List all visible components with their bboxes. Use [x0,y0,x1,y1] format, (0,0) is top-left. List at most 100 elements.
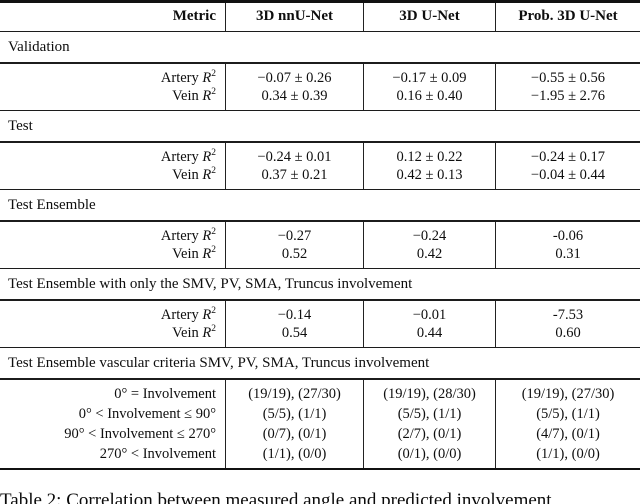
horizontal-rule [0,267,640,269]
section-title: Test Ensemble with only the SMV, PV, SMA… [8,276,413,292]
horizontal-rule [0,109,640,111]
metric-column: Artery R2 Vein R2 [0,64,225,110]
metric-cell: Artery R2 [160,226,216,244]
table-caption: Table 2: Correlation between measured an… [0,490,552,504]
math-variable: R [202,306,212,323]
metric-cell: Vein R2 [172,165,216,183]
value-cell: (0/7), (0/1) [262,425,327,442]
math-variable: R [202,245,212,262]
top-rule [0,0,640,3]
math-superscript: 2 [211,244,216,255]
horizontal-rule [0,299,640,301]
value-column: −0.55 ± 0.56 −1.95 ± 2.76 [495,63,640,110]
math-superscript: 2 [211,226,216,237]
value-column: −0.01 0.44 [363,300,495,347]
section-title: Test Ensemble [8,197,96,213]
value-cell: 0.31 [555,245,581,262]
value-column: −0.24 ± 0.01 0.37 ± 0.21 [225,142,363,189]
section-title: Test Ensemble vascular criteria SMV, PV,… [8,355,430,371]
value-cell: -0.06 [552,227,584,244]
math-superscript: 2 [211,165,216,176]
value-cell: 0.42 ± 0.13 [396,166,463,183]
horizontal-rule [0,378,640,380]
value-cell: (5/5), (1/1) [536,405,600,422]
metric-column: Artery R2 Vein R2 [0,301,225,347]
data-block: Artery R2 Vein R2 −0.07 ± 0.26 0.34 ± 0.39−… [0,63,640,110]
value-cell: −1.95 ± 2.76 [530,87,606,104]
bottom-rule [0,467,640,470]
section-title: Test [8,118,33,134]
value-column: −0.24 ± 0.17 −0.04 ± 0.44 [495,142,640,189]
value-cell: 0.12 ± 0.22 [396,148,463,165]
data-block: 0° = Involvement 0° < Involvement ≤ 90° 90… [0,379,640,468]
metric-column: Artery R2 Vein R2 [0,143,225,189]
math-superscript: 2 [211,323,216,334]
value-cell: −0.24 ± 0.01 [257,148,332,165]
value-cell: (4/7), (0/1) [536,425,600,442]
value-column: −0.07 ± 0.26 0.34 ± 0.39 [225,63,363,110]
metric-column: Artery R2 Vein R2 [0,222,225,268]
value-cell: −0.17 ± 0.09 [392,69,467,86]
column-header-metric: Metric [172,8,216,24]
value-cell: −0.04 ± 0.44 [530,166,606,183]
value-cell: (5/5), (1/1) [397,405,462,422]
value-cell: 0.44 [416,324,443,341]
metric-column: 0° = Involvement 0° < Involvement ≤ 90° 90… [0,380,225,468]
math-superscript: 2 [211,147,216,158]
value-cell: −0.27 [277,227,312,244]
value-cell: 0.37 ± 0.21 [261,166,328,183]
column-header-prob-3d-u-net: Prob. 3D U-Net [495,2,640,31]
value-column: (19/19), (27/30) (5/5), (1/1) (0/7), (0/1)… [225,379,363,468]
value-cell: −0.01 [412,306,447,323]
table-header-row: Metric 3D nnU-Net 3D U-Net Prob. 3D U-Ne… [0,2,640,31]
section-title: Validation [8,39,70,55]
math-variable: R [202,87,212,104]
horizontal-rule [0,220,640,222]
math-superscript: 2 [211,305,216,316]
value-cell: 0.54 [281,324,308,341]
horizontal-rule [0,188,640,190]
horizontal-rule [0,62,640,64]
value-cell: (2/7), (0/1) [397,425,462,442]
value-column: 0.12 ± 0.22 0.42 ± 0.13 [363,142,495,189]
column-header-3d-u-net: 3D U-Net [363,2,495,31]
value-cell: (5/5), (1/1) [262,405,327,422]
metric-cell: Artery R2 [160,68,216,86]
math-variable: R [202,148,212,165]
value-column: -7.53 0.60 [495,300,640,347]
value-cell: −0.24 ± 0.17 [530,148,606,165]
value-cell: −0.24 [412,227,447,244]
value-column: -0.06 0.31 [495,221,640,268]
value-cell: −0.14 [277,306,312,323]
value-cell: 0.60 [555,324,581,341]
results-table-body: Validation Artery R2 Vein R2 −0.07 ± 0.26 0.… [0,32,640,468]
value-cell: (0/1), (0/0) [397,445,462,462]
value-column: −0.27 0.52 [225,221,363,268]
horizontal-rule [0,30,640,32]
data-block: Artery R2 Vein R2 −0.14 0.54 −0.01 0.44 -7.53 0… [0,300,640,347]
horizontal-rule [0,346,640,348]
math-variable: R [202,324,212,341]
math-superscript: 2 [211,86,216,97]
metric-cell: Artery R2 [160,147,216,165]
value-cell: -7.53 [552,306,584,323]
metric-cell: 0° < Involvement ≤ 90° [78,405,216,422]
math-variable: R [202,69,212,86]
data-block: Artery R2 Vein R2 −0.27 0.52 −0.24 0.42 -0.06 0… [0,221,640,268]
metric-cell: Artery R2 [160,305,216,323]
horizontal-rule [0,141,640,143]
metric-cell: 90° < Involvement ≤ 270° [64,425,216,442]
metric-cell: 270° < Involvement [99,445,216,462]
value-cell: 0.34 ± 0.39 [261,87,328,104]
value-cell: −0.07 ± 0.26 [257,69,332,86]
metric-cell: Vein R2 [172,86,216,104]
value-cell: 0.52 [281,245,308,262]
value-column: −0.17 ± 0.09 0.16 ± 0.40 [363,63,495,110]
column-header-3d-nnu-net: 3D nnU-Net [225,2,363,31]
value-cell: 0.16 ± 0.40 [396,87,463,104]
value-column: −0.14 0.54 [225,300,363,347]
metric-cell: Vein R2 [172,323,216,341]
value-column: (19/19), (28/30) (5/5), (1/1) (2/7), (0/1)… [363,379,495,468]
data-block: Artery R2 Vein R2 −0.24 ± 0.01 0.37 ± 0.21 0… [0,142,640,189]
